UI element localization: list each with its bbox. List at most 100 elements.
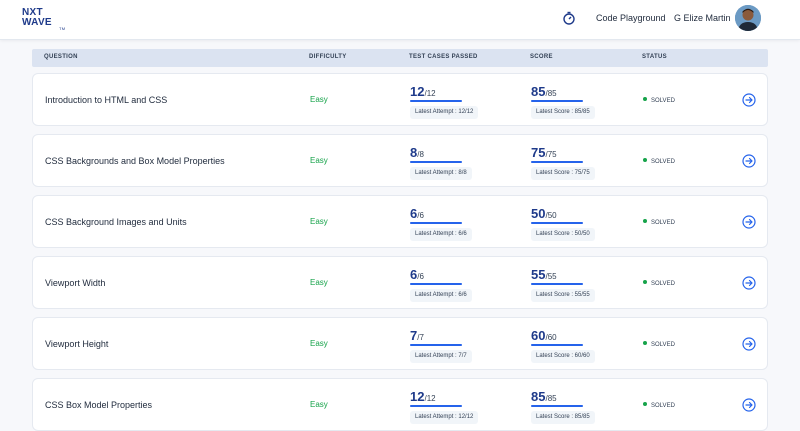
table-row[interactable]: CSS Backgrounds and Box Model Properties… xyxy=(32,134,768,187)
score-progress-bar xyxy=(531,344,583,346)
latest-attempt-chip: Latest Attempt : 8/8 xyxy=(410,167,472,180)
question-title[interactable]: Viewport Width xyxy=(45,278,106,288)
score-progress-bar xyxy=(531,405,583,407)
total-cases: /8 xyxy=(417,150,424,159)
test-cases-metric: 7/7 Latest Attempt : 7/7 xyxy=(410,327,472,363)
score-metric: 75/75 Latest Score : 75/75 xyxy=(531,144,595,180)
max-score: /60 xyxy=(545,333,557,342)
question-title[interactable]: CSS Box Model Properties xyxy=(45,400,153,410)
arrow-right-circle-icon[interactable] xyxy=(742,398,756,412)
status-badge: SOLVED xyxy=(643,402,675,409)
question-title[interactable]: Introduction to HTML and CSS xyxy=(45,95,168,105)
difficulty-label: Easy xyxy=(310,156,328,165)
latest-attempt-chip: Latest Attempt : 6/6 xyxy=(410,289,472,302)
total-cases: /6 xyxy=(417,211,424,220)
score-value: 85 xyxy=(531,84,546,99)
nxtwave-logo[interactable]: NXT WAVE TM xyxy=(22,7,66,32)
max-score: /50 xyxy=(545,211,557,220)
test-cases-metric: 6/6 Latest Attempt : 6/6 xyxy=(410,205,472,241)
passed-count: 12 xyxy=(410,389,425,404)
difficulty-label: Easy xyxy=(310,400,328,409)
score-metric: 50/50 Latest Score : 50/50 xyxy=(531,205,595,241)
status-badge: SOLVED xyxy=(643,158,675,165)
column-score: SCORE xyxy=(530,54,553,60)
score-value: 85 xyxy=(531,389,546,404)
test-cases-progress-bar xyxy=(410,100,462,102)
table-row[interactable]: Introduction to HTML and CSS Easy 12/12 Lat… xyxy=(32,73,768,126)
score-progress-bar xyxy=(531,161,583,163)
test-cases-metric: 8/8 Latest Attempt : 8/8 xyxy=(410,144,472,180)
passed-count: 6 xyxy=(410,267,418,282)
status-label: SOLVED xyxy=(651,220,675,226)
status-label: SOLVED xyxy=(651,98,675,104)
status-label: SOLVED xyxy=(651,281,675,287)
difficulty-label: Easy xyxy=(310,278,328,287)
latest-score-chip: Latest Score : 60/60 xyxy=(531,350,595,363)
status-dot xyxy=(643,97,647,101)
test-cases-progress-bar xyxy=(410,344,462,346)
status-dot xyxy=(643,158,647,162)
passed-count: 8 xyxy=(410,145,418,160)
column-test-cases: TEST CASES PASSED xyxy=(409,54,478,60)
question-title[interactable]: Viewport Height xyxy=(45,339,109,349)
status-label: SOLVED xyxy=(651,159,675,165)
avatar-portrait xyxy=(735,5,761,31)
max-score: /85 xyxy=(545,394,557,403)
test-cases-progress-bar xyxy=(410,405,462,407)
column-status: STATUS xyxy=(642,54,667,60)
avatar[interactable] xyxy=(735,5,761,31)
status-dot xyxy=(643,280,647,284)
question-title[interactable]: CSS Background Images and Units xyxy=(45,217,187,227)
top-navbar: NXT WAVE TM Code Playground G Elize Mart… xyxy=(0,0,800,40)
arrow-right-circle-icon[interactable] xyxy=(742,276,756,290)
stopwatch-icon[interactable] xyxy=(562,11,576,25)
status-dot xyxy=(643,341,647,345)
test-cases-metric: 12/12 Latest Attempt : 12/12 xyxy=(410,388,479,424)
difficulty-label: Easy xyxy=(310,217,328,226)
status-badge: SOLVED xyxy=(643,341,675,348)
score-progress-bar xyxy=(531,283,583,285)
table-row[interactable]: Viewport Height Easy 7/7 Latest Attempt : 7… xyxy=(32,317,768,370)
test-cases-progress-bar xyxy=(410,161,462,163)
arrow-right-circle-icon[interactable] xyxy=(742,215,756,229)
passed-count: 12 xyxy=(410,84,425,99)
latest-score-chip: Latest Score : 85/85 xyxy=(531,106,595,119)
table-row[interactable]: CSS Box Model Properties Easy 12/12 Latest … xyxy=(32,378,768,431)
arrow-right-circle-icon[interactable] xyxy=(742,93,756,107)
status-label: SOLVED xyxy=(651,403,675,409)
max-score: /85 xyxy=(545,89,557,98)
table-header: QUESTION DIFFICULTY TEST CASES PASSED SC… xyxy=(32,49,768,67)
score-progress-bar xyxy=(531,100,583,102)
question-title[interactable]: CSS Backgrounds and Box Model Properties xyxy=(45,156,225,166)
status-badge: SOLVED xyxy=(643,97,675,104)
difficulty-label: Easy xyxy=(310,95,328,104)
test-cases-progress-bar xyxy=(410,222,462,224)
difficulty-label: Easy xyxy=(310,339,328,348)
score-value: 55 xyxy=(531,267,546,282)
code-playground-link[interactable]: Code Playground xyxy=(596,13,666,23)
score-metric: 60/60 Latest Score : 60/60 xyxy=(531,327,595,363)
max-score: /55 xyxy=(545,272,557,281)
status-dot xyxy=(643,402,647,406)
latest-attempt-chip: Latest Attempt : 7/7 xyxy=(410,350,472,363)
score-metric: 55/55 Latest Score : 55/55 xyxy=(531,266,595,302)
status-label: SOLVED xyxy=(651,342,675,348)
table-row[interactable]: Viewport Width Easy 6/6 Latest Attempt : 6/… xyxy=(32,256,768,309)
status-badge: SOLVED xyxy=(643,280,675,287)
score-value: 50 xyxy=(531,206,546,221)
score-metric: 85/85 Latest Score : 85/85 xyxy=(531,388,595,424)
score-value: 60 xyxy=(531,328,546,343)
column-difficulty: DIFFICULTY xyxy=(309,54,347,60)
latest-attempt-chip: Latest Attempt : 12/12 xyxy=(410,106,479,119)
arrow-right-circle-icon[interactable] xyxy=(742,154,756,168)
total-cases: /7 xyxy=(417,333,424,342)
latest-attempt-chip: Latest Attempt : 6/6 xyxy=(410,228,472,241)
test-cases-metric: 6/6 Latest Attempt : 6/6 xyxy=(410,266,472,302)
test-cases-metric: 12/12 Latest Attempt : 12/12 xyxy=(410,83,479,119)
column-question: QUESTION xyxy=(44,54,78,60)
score-value: 75 xyxy=(531,145,546,160)
latest-score-chip: Latest Score : 55/55 xyxy=(531,289,595,302)
table-row[interactable]: CSS Background Images and Units Easy 6/6 La… xyxy=(32,195,768,248)
user-name[interactable]: G Elize Martin xyxy=(674,13,731,23)
arrow-right-circle-icon[interactable] xyxy=(742,337,756,351)
